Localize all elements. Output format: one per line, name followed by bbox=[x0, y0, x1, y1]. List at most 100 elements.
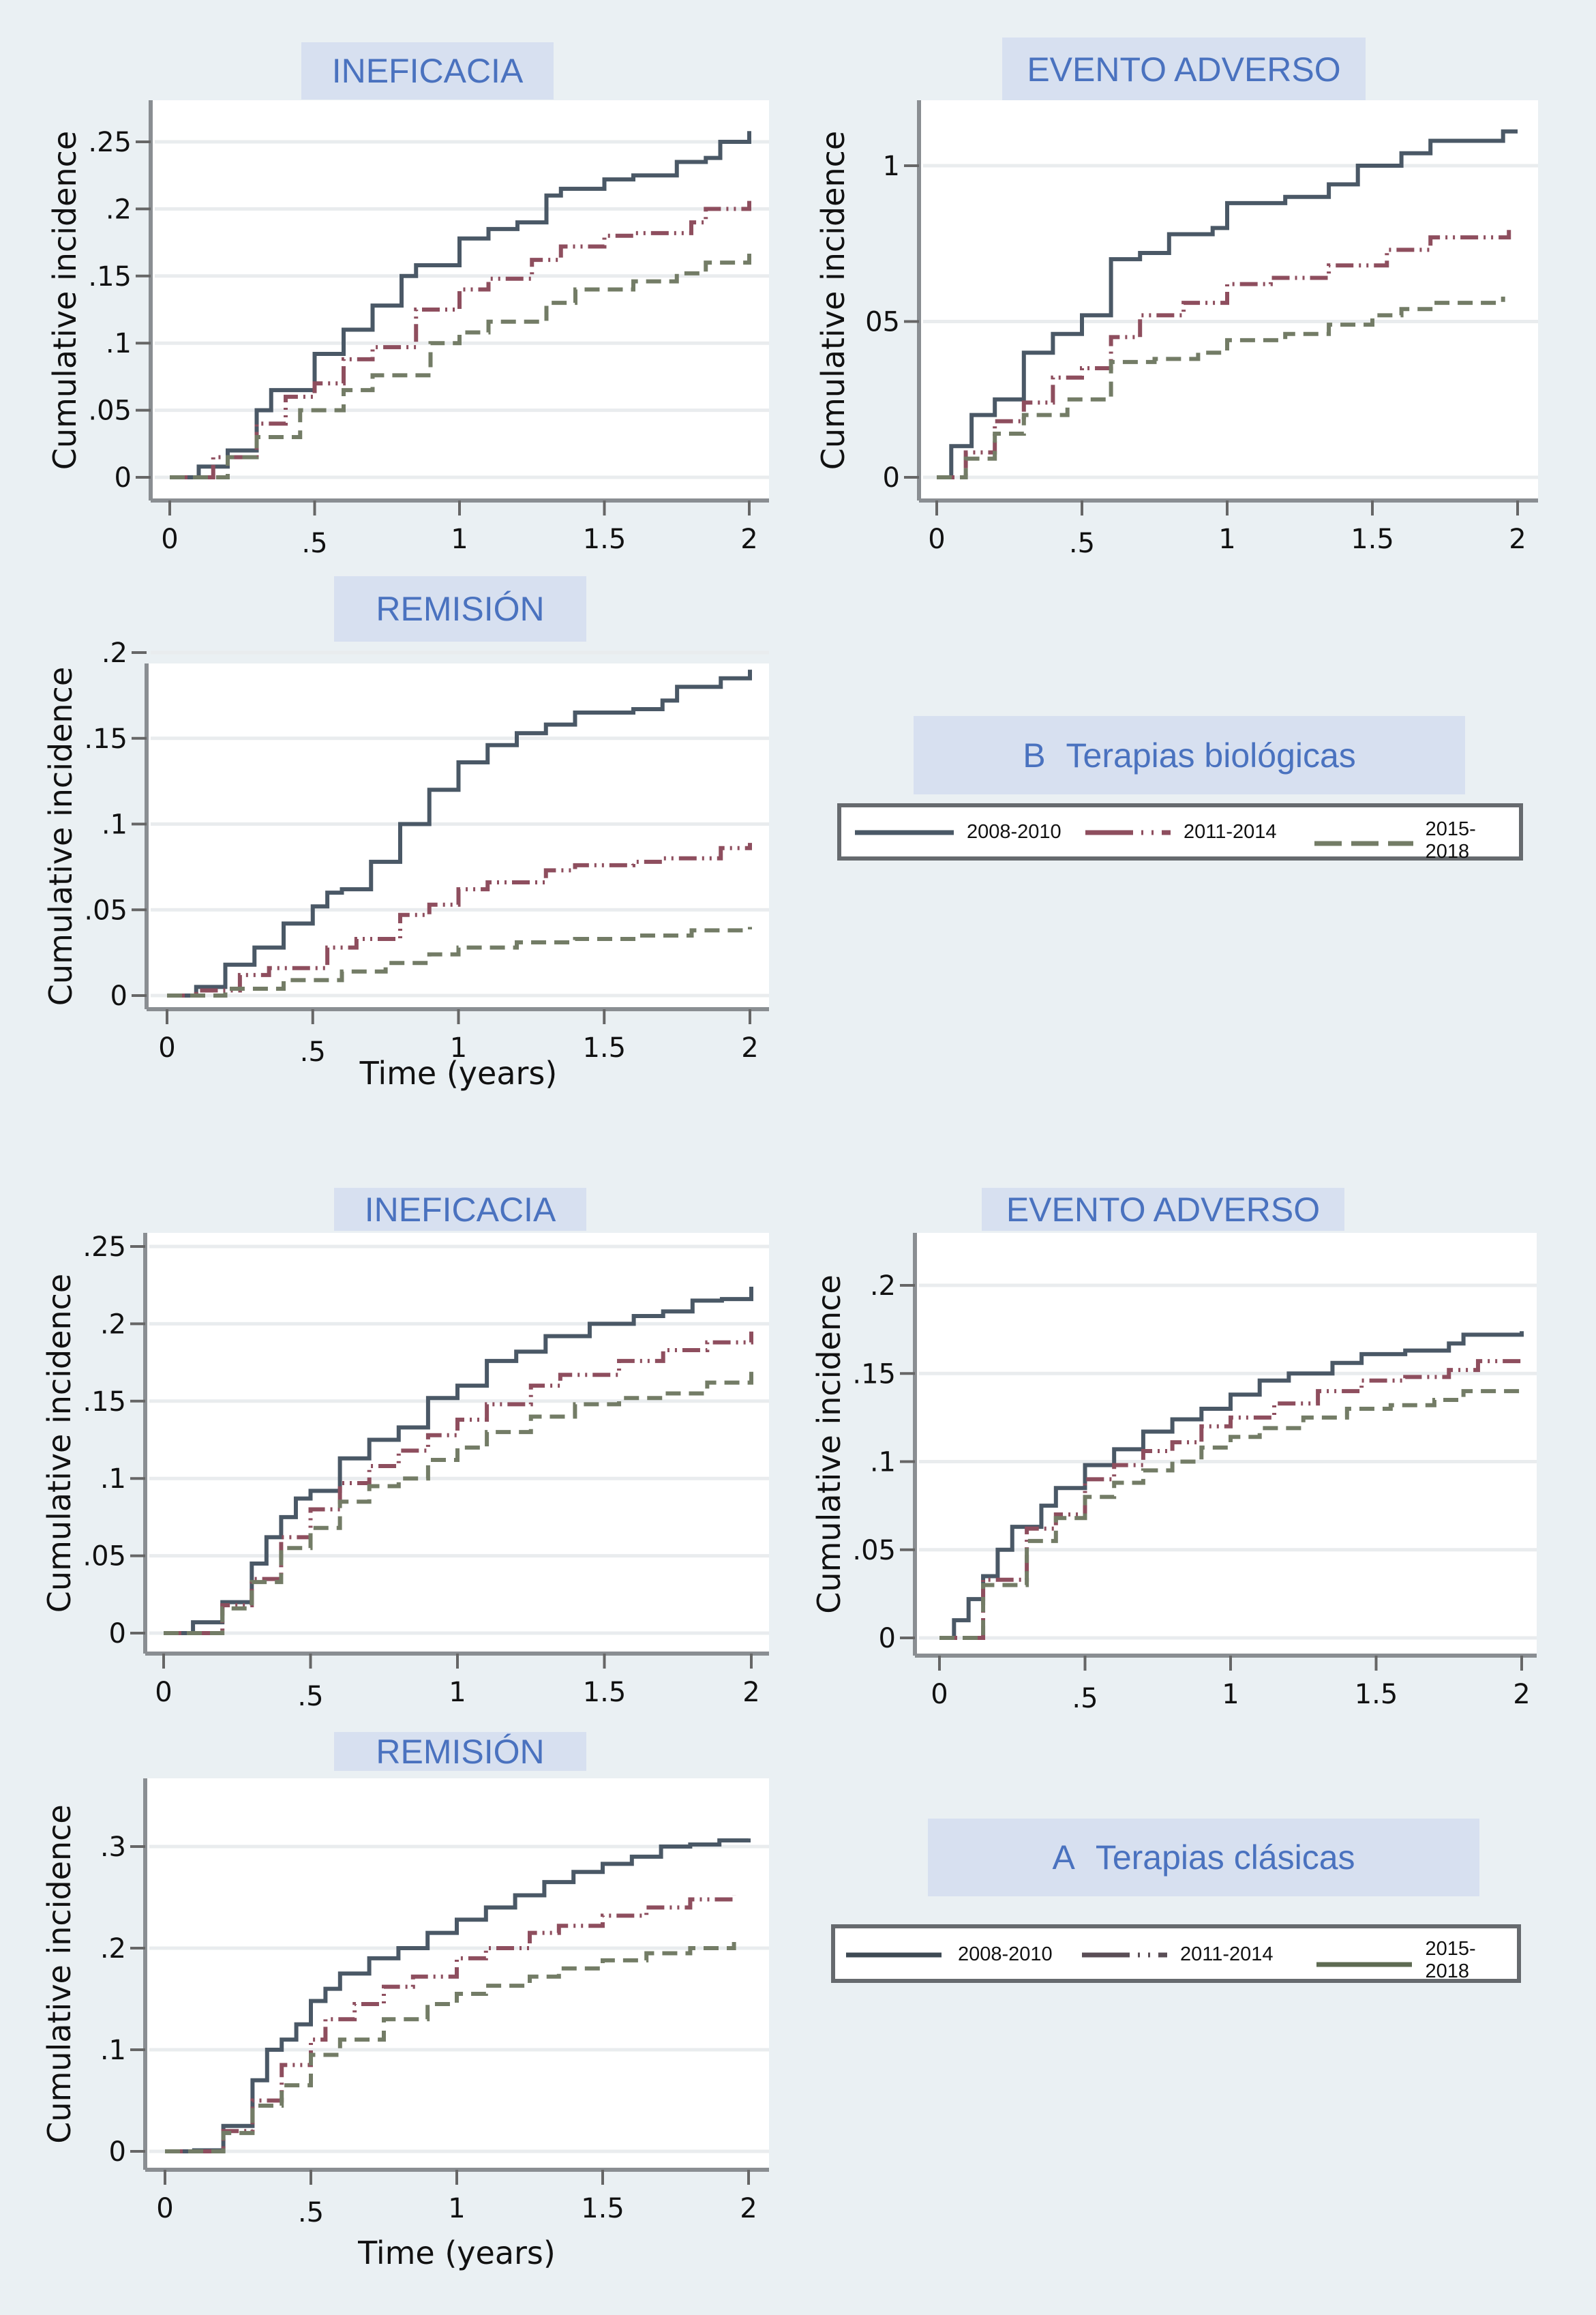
legend-item-2011-2014: 2011-2014 bbox=[1085, 821, 1277, 843]
x-tick-label: .5 bbox=[1069, 528, 1095, 559]
section-title-clasicas: A Terapias clásicas bbox=[928, 1819, 1479, 1896]
chart-title: EVENTO ADVERSO bbox=[1002, 38, 1366, 102]
plot-svg: 0 .05 .1 .15 .2 0 .5 1 1.5 2 Cumulative incidence bbox=[811, 1233, 1537, 1714]
y-tick-label: .1 bbox=[106, 328, 132, 359]
y-tick-label: .1 bbox=[100, 1463, 126, 1495]
chart-clas-evento-adverso: EVENTO ADVERSO 0 .05 .1 .15 .2 0 .5 1 1.5 2 Cumula… bbox=[0, 1173, 1596, 1718]
legend-label: 2008-2010 bbox=[967, 821, 1062, 843]
y-tick-label: 0 bbox=[109, 2136, 126, 2168]
x-axis-title: Time (years) bbox=[357, 2235, 556, 2271]
series-line-2008-2010 bbox=[939, 1331, 1524, 1640]
plot-svg: 0 .05 .1 .15 .2 .25 0 .5 1 1.5 2 Cumulative inciden… bbox=[46, 100, 769, 559]
series-line-2015-2018 bbox=[167, 927, 752, 998]
x-tick-label: .5 bbox=[301, 528, 327, 559]
x-tick-label: .5 bbox=[300, 1036, 326, 1068]
x-tick-label: 1 bbox=[449, 1677, 466, 1708]
y-tick-label: .2 bbox=[870, 1270, 896, 1302]
series-line-2011-2014 bbox=[167, 843, 752, 998]
x-tick-label: 0 bbox=[158, 1032, 175, 1064]
legend-swatch-dashdot bbox=[1085, 830, 1171, 835]
x-tick-label: 1.5 bbox=[583, 524, 627, 555]
y-axis-title: Cumulative incidence bbox=[811, 1274, 847, 1613]
x-tick-label: .5 bbox=[297, 1681, 323, 1712]
y-tick-label: 05 bbox=[865, 307, 900, 338]
x-tick-label: 0 bbox=[928, 524, 945, 555]
y-axis-title: Cumulative incidence bbox=[815, 131, 852, 470]
y-tick-label: 0 bbox=[883, 462, 900, 494]
y-tick-label: .05 bbox=[88, 395, 132, 427]
x-tick-label: 2 bbox=[740, 524, 757, 555]
chart-bio-evento-adverso: EVENTO ADVERSO 0 05 1 0.5 1 1.5 2 Cumulative in… bbox=[0, 0, 1596, 566]
y-axis-title: Cumulative incidence bbox=[46, 131, 83, 470]
chart-title: EVENTO ADVERSO bbox=[982, 1188, 1344, 1231]
section-letter: A bbox=[1052, 1838, 1075, 1877]
y-tick-label: .25 bbox=[82, 1231, 126, 1263]
x-tick-label: .5 bbox=[298, 2197, 324, 2228]
series-line-2008-2010 bbox=[165, 1838, 751, 2153]
x-tick-label: 1.5 bbox=[583, 1677, 627, 1708]
y-tick-label: .1 bbox=[102, 809, 127, 841]
y-tick-label: 0 bbox=[109, 1618, 126, 1649]
y-tick-label: .05 bbox=[82, 1541, 126, 1572]
legend-label: 2015-2018 bbox=[1425, 818, 1476, 863]
x-tick-label: 1.5 bbox=[581, 2193, 624, 2224]
y-axis-title: Cumulative incidence bbox=[41, 1804, 78, 2143]
legend-clasicas: 2008-2010 2011-2014 2015-2018 bbox=[831, 1924, 1521, 1983]
x-tick-label: 1 bbox=[448, 2193, 465, 2224]
y-axis-title: Cumulative incidence bbox=[41, 1274, 78, 1613]
series-line-2011-2014 bbox=[164, 1331, 753, 1635]
plot-svg: 0 .05 .1 .15 .2 .25 0 .5 1 1.5 2 Cumulative inciden… bbox=[41, 1231, 769, 1712]
y-tick-label: .2 bbox=[100, 1933, 126, 1965]
y-tick-label: .1 bbox=[100, 2035, 126, 2066]
y-tick-label: .15 bbox=[88, 261, 132, 293]
y-tick-label: 0 bbox=[110, 981, 127, 1012]
series-line-2011-2014 bbox=[937, 224, 1511, 479]
x-tick-label: 1 bbox=[451, 524, 468, 555]
chart-bio-ineficacia: INEFICACIA 0 .05 .1 .15 .2 .25 0 .5 1 1.5 2 Cumulat… bbox=[0, 0, 798, 566]
series-line-2011-2014 bbox=[939, 1359, 1524, 1640]
plot-area bbox=[147, 663, 769, 1009]
series-line-2015-2018 bbox=[939, 1389, 1524, 1640]
plot-svg: 0 .05 .1 .15 .2 0 .5 1 1.5 2 Cumulative incidence T… bbox=[42, 638, 769, 1092]
y-tick-label: .2 bbox=[100, 1309, 126, 1340]
x-tick-label: 0 bbox=[156, 2193, 173, 2224]
x-tick-label: 0 bbox=[161, 524, 178, 555]
legend-swatch-solid-green bbox=[1316, 1962, 1412, 1967]
legend-label: 2011-2014 bbox=[1180, 1943, 1274, 1965]
y-tick-label: .15 bbox=[84, 723, 127, 755]
y-tick-label: 1 bbox=[883, 151, 900, 182]
section-title-biologicas: B Terapias biológicas bbox=[914, 716, 1465, 794]
plot-svg: 0 .1 .2 .3 0 .5 1 1.5 2 Cumulative incidence Time … bbox=[41, 1778, 769, 2271]
series-line-2015-2018 bbox=[164, 1371, 753, 1635]
chart-clas-ineficacia: INEFICACIA 0 .05 .1 .15 .2 .25 0 .5 1 1.5 2 Cumulat… bbox=[0, 1173, 798, 1718]
x-tick-label: 2 bbox=[741, 1032, 758, 1064]
legend-swatch-solid bbox=[846, 1952, 942, 1957]
legend-item-2015-2018: 2015-2018 bbox=[1314, 818, 1519, 863]
legend-swatch-dash bbox=[1314, 841, 1413, 846]
section-label: Terapias clásicas bbox=[1095, 1838, 1355, 1877]
y-tick-label: .25 bbox=[88, 127, 132, 158]
legend-swatch-dashdot bbox=[1082, 1952, 1167, 1957]
x-tick-label: 2 bbox=[1513, 1679, 1530, 1710]
y-tick-label: 0 bbox=[879, 1623, 896, 1654]
series-line-2011-2014 bbox=[165, 1895, 736, 2153]
y-tick-label: .05 bbox=[84, 895, 127, 926]
series-line-2015-2018 bbox=[165, 1942, 736, 2153]
chart-title: INEFICACIA bbox=[301, 42, 554, 100]
y-tick-label: .2 bbox=[106, 194, 132, 225]
section-letter: B bbox=[1023, 736, 1046, 775]
y-tick-label: .2 bbox=[102, 638, 127, 669]
y-tick-label: .05 bbox=[852, 1535, 896, 1566]
chart-clas-remision: REMISIÓN 0 .1 .2 .3 0 .5 1 1.5 2 Cumulative incid… bbox=[0, 1718, 798, 2315]
y-tick-label: .15 bbox=[852, 1358, 896, 1390]
series-line-2008-2010 bbox=[167, 670, 752, 998]
y-tick-label: .1 bbox=[870, 1447, 896, 1478]
legend-label: 2015-2018 bbox=[1425, 1938, 1476, 1982]
x-tick-label: .5 bbox=[1072, 1683, 1098, 1714]
x-tick-label: 0 bbox=[931, 1679, 948, 1710]
x-tick-label: 0 bbox=[155, 1677, 172, 1708]
series-line-2015-2018 bbox=[170, 252, 751, 479]
y-tick-label: 0 bbox=[115, 462, 132, 494]
x-tick-label: 1.5 bbox=[1351, 524, 1394, 555]
